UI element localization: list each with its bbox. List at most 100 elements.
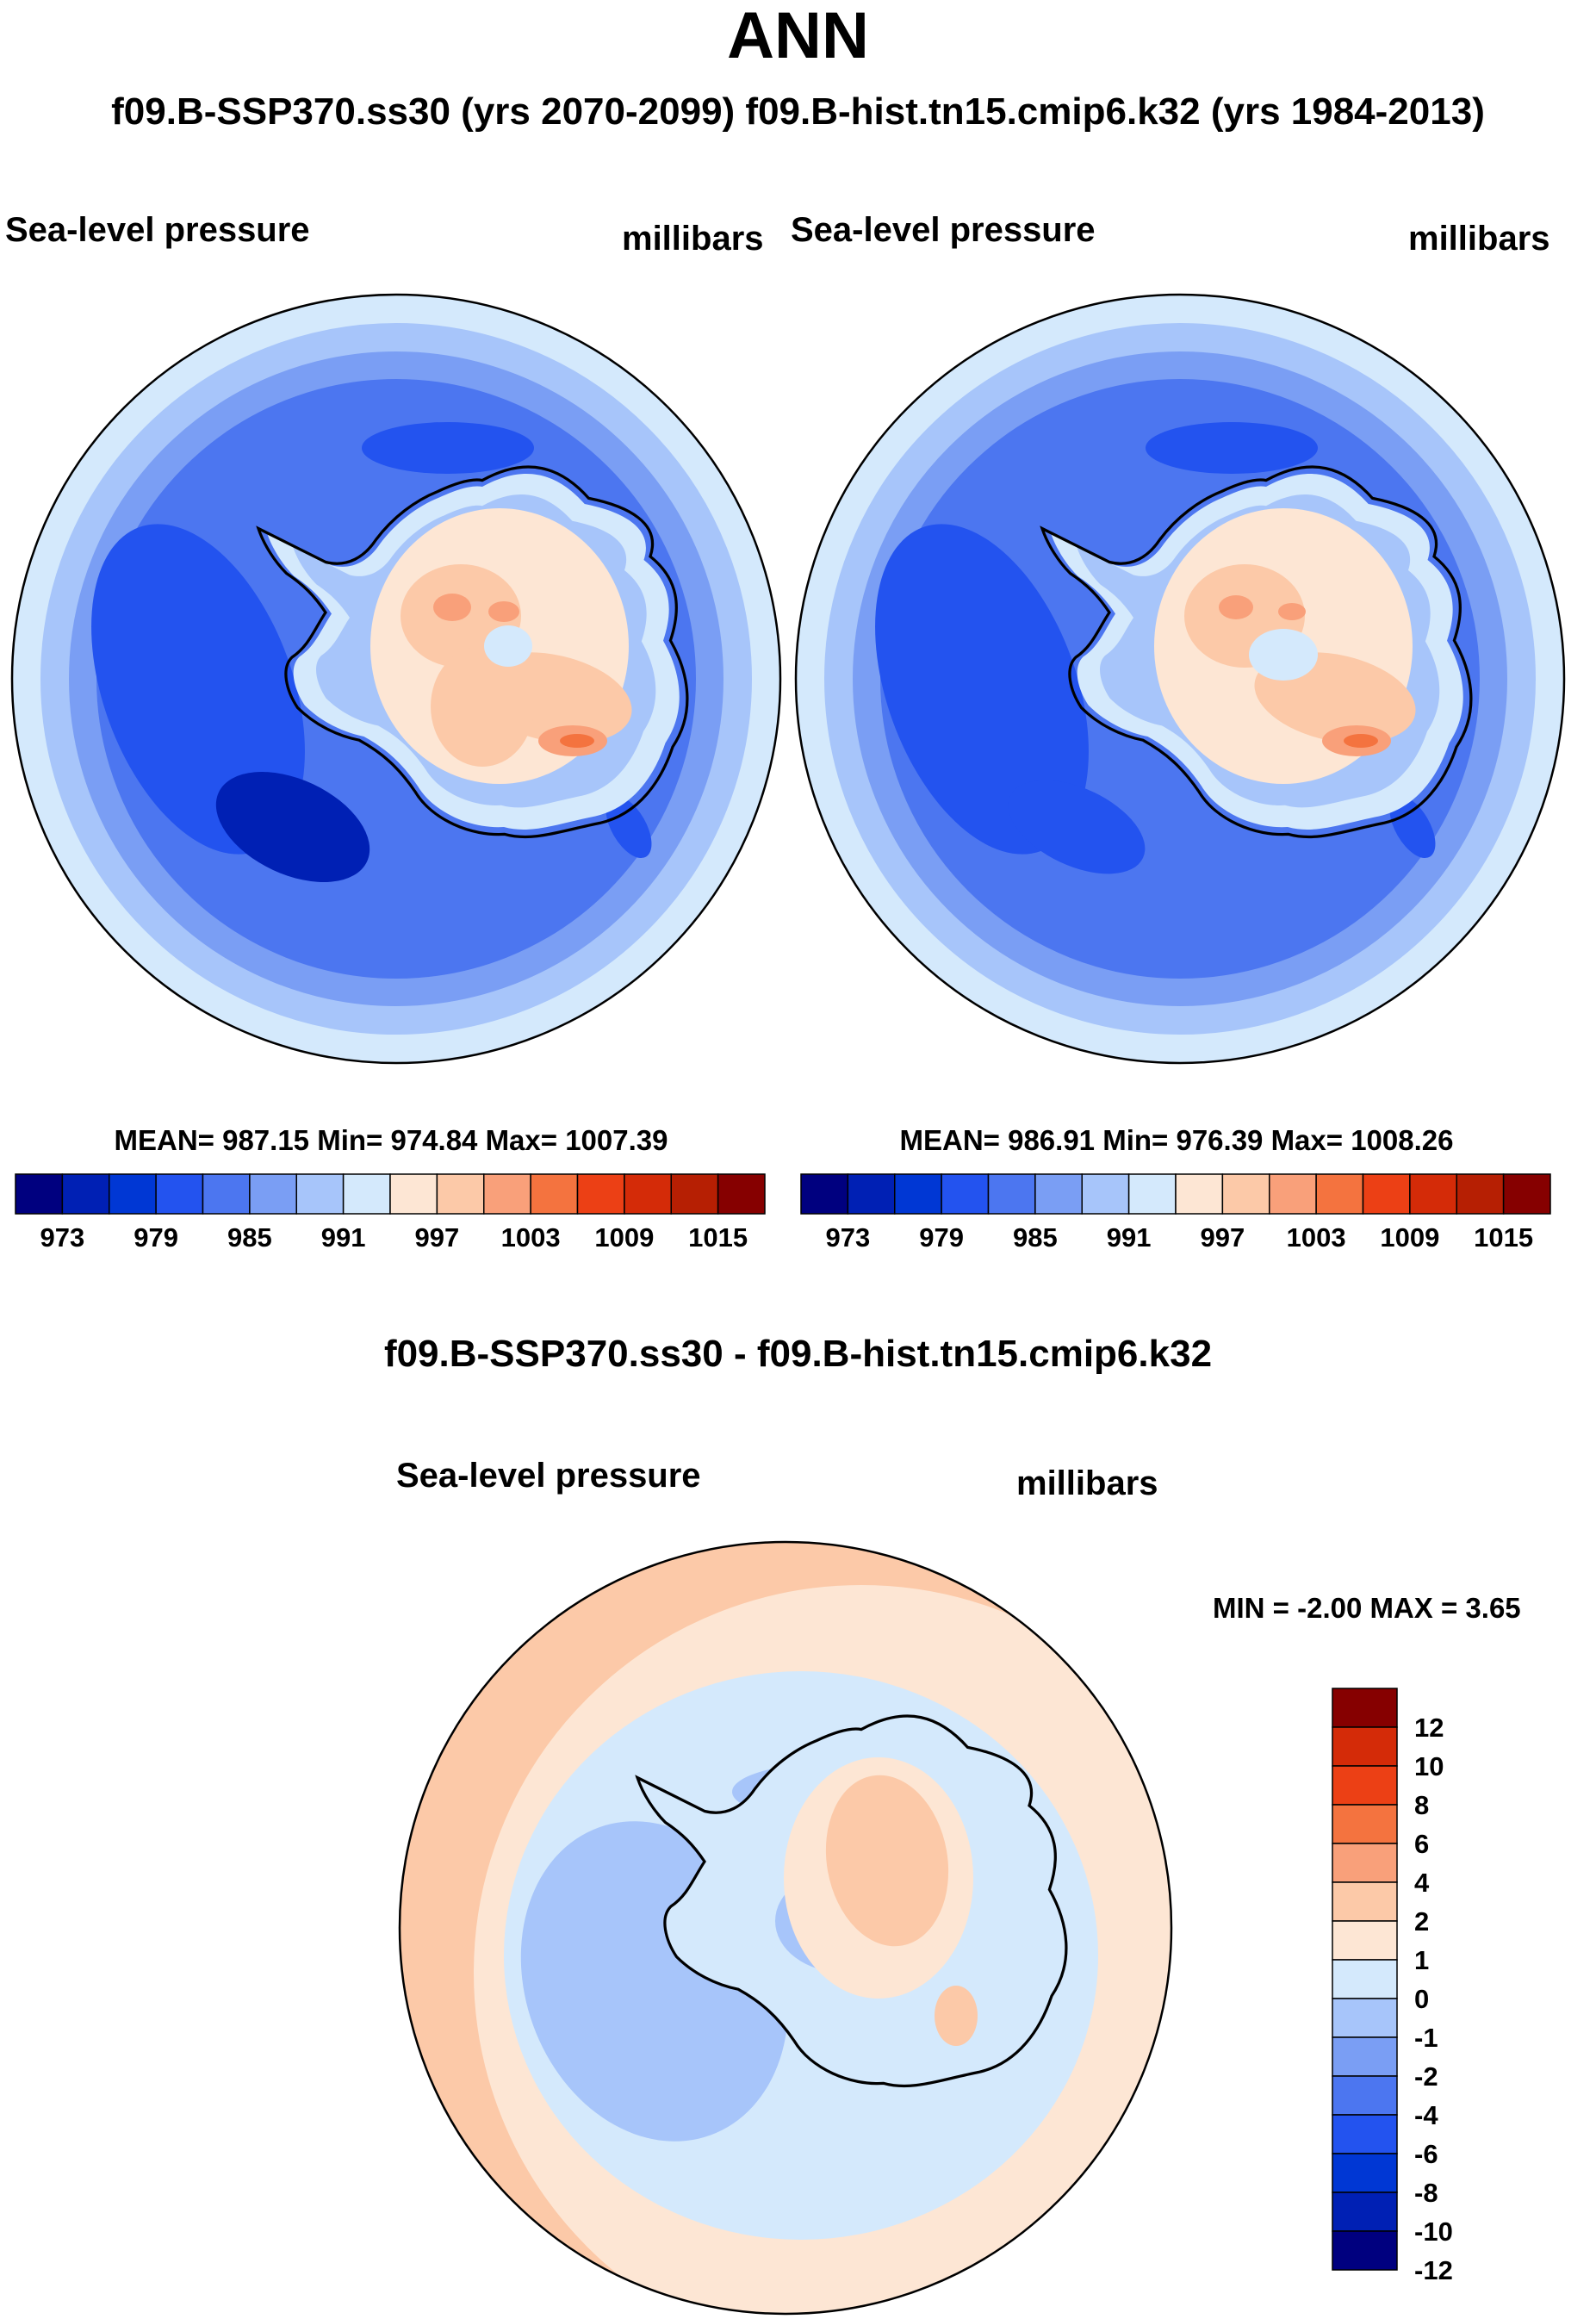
diff-colorbar-tick-label: 2	[1414, 1906, 1430, 1937]
panel2-variable-label: Sea-level pressure	[791, 211, 1096, 249]
panel1-colorbar-swatch	[61, 1173, 110, 1215]
panel1-colorbar-swatch	[109, 1173, 157, 1215]
panel1-colorbar	[15, 1173, 766, 1215]
panel1-colorbar-tick-label: 1015	[688, 1222, 748, 1253]
diff-colorbar-swatch	[1332, 2114, 1398, 2154]
panel1-colorbar-swatch	[530, 1173, 579, 1215]
diff-colorbar-swatch	[1332, 1765, 1398, 1806]
panel2-antarctica	[1040, 465, 1473, 839]
panel1-colorbar-tick-label: 979	[134, 1222, 178, 1253]
panel2-colorbar-swatch	[1409, 1173, 1457, 1215]
diff-colorbar-swatch	[1332, 1920, 1398, 1961]
panel1-colorbar-swatch	[717, 1173, 766, 1215]
diff-colorbar-tick-label: 10	[1414, 1751, 1444, 1781]
panel1-band-994	[12, 295, 780, 1063]
panel1-colorbar-swatch	[155, 1173, 204, 1215]
panel2-colorbar-swatch	[894, 1173, 942, 1215]
panel2-colorbar-tick-label: 985	[1013, 1222, 1058, 1253]
diff-units-label: millibars	[1016, 1464, 1158, 1502]
diff-stats: MIN = -2.00 MAX = 3.65	[1213, 1592, 1521, 1624]
diff-colorbar-tick-label: -6	[1414, 2139, 1438, 2169]
panel1-low-north	[362, 422, 534, 474]
diff-colorbar-swatch	[1332, 2230, 1398, 2271]
panel1-colorbar-swatch	[624, 1173, 672, 1215]
panel1-colorbar-swatch	[202, 1173, 251, 1215]
panel1-colorbar-swatch	[249, 1173, 297, 1215]
panel1-colorbar-swatch	[576, 1173, 625, 1215]
panel2-colorbar-tick-label: 973	[825, 1222, 871, 1253]
panel2-colorbar-swatch	[1221, 1173, 1270, 1215]
panel1-units-label: millibars	[622, 220, 764, 258]
panel2-colorbar-swatch	[1127, 1173, 1177, 1215]
diff-colorbar-swatch	[1332, 1688, 1398, 1728]
diff-colorbar-swatch	[1332, 2075, 1398, 2116]
panel1-variable-label: Sea-level pressure	[5, 211, 310, 249]
page-subtitle: f09.B-SSP370.ss30 (yrs 2070-2099) f09.B-…	[111, 90, 1485, 133]
panel2-colorbar-tick-label: 1015	[1474, 1222, 1534, 1253]
diff-colorbar-tick-label: 12	[1414, 1713, 1444, 1743]
panel2-colorbar-swatch	[1456, 1173, 1505, 1215]
diff-colorbar-tick-label: -12	[1414, 2255, 1453, 2285]
panel1-colorbar-swatch	[15, 1173, 64, 1215]
panel1-colorbar-swatch	[670, 1173, 719, 1215]
diff-colorbar-swatch	[1332, 1959, 1398, 1999]
panel2-colorbar-tick-label: 1003	[1286, 1222, 1346, 1253]
panel2-band-991	[824, 323, 1536, 1035]
panel2-colorbar-swatch	[800, 1173, 849, 1215]
panel2-colorbar-tick-label: 991	[1106, 1222, 1152, 1253]
panel1-band-988	[69, 351, 723, 1006]
panel2-low-core	[1008, 780, 1146, 874]
panel2-colorbar-swatch	[1081, 1173, 1130, 1215]
panel2-band-988	[853, 351, 1507, 1006]
panel1-antarctica	[257, 465, 689, 839]
page-title: ANN	[727, 0, 869, 72]
diff-colorbar-tick-label: -2	[1414, 2061, 1438, 2092]
panel2-colorbar-swatch	[1315, 1173, 1364, 1215]
panel1-colorbar-tick-label: 1009	[594, 1222, 655, 1253]
panel1-colorbar-swatch	[483, 1173, 531, 1215]
diff-colorbar-swatch	[1332, 1881, 1398, 1922]
diff-colorbar-tick-label: -10	[1414, 2216, 1453, 2247]
diff-colorbar-swatch	[1332, 1804, 1398, 1844]
panel1-map-border	[10, 293, 782, 1065]
diff-colorbar-tick-label: -1	[1414, 2023, 1438, 2053]
panel2-colorbar-swatch	[1362, 1173, 1411, 1215]
diff-antarctica	[636, 1714, 1068, 2088]
panel1-colorbar-tick-label: 973	[40, 1222, 85, 1253]
panel1-colorbar-swatch	[295, 1173, 345, 1215]
diff-map-border	[398, 1540, 1173, 2316]
panel2-colorbar	[800, 1173, 1551, 1215]
panel2-colorbar-swatch	[1502, 1173, 1551, 1215]
panel1-low-west	[91, 524, 305, 855]
diff-colorbar-swatch	[1332, 1843, 1398, 1883]
diff-colorbar-swatch	[1332, 2036, 1398, 2077]
panel2-low-east	[1389, 795, 1436, 859]
panel1-colorbar-swatch	[342, 1173, 391, 1215]
panel2-colorbar-swatch	[987, 1173, 1036, 1215]
diff-colorbar-tick-label: -4	[1414, 2100, 1438, 2130]
panel2-colorbar-swatch	[1034, 1173, 1083, 1215]
diff-panel-title: f09.B-SSP370.ss30 - f09.B-hist.tn15.cmip…	[383, 1333, 1213, 1375]
diff-colorbar-swatch	[1332, 2192, 1398, 2232]
panel2-colorbar-tick-label: 997	[1200, 1222, 1245, 1253]
panel1-band-991	[40, 323, 752, 1035]
panel1-colorbar-tick-label: 985	[227, 1222, 272, 1253]
panel2-colorbar-swatch	[1175, 1173, 1224, 1215]
panel2-colorbar-tick-label: 1009	[1380, 1222, 1440, 1253]
diff-map	[398, 1540, 1173, 2316]
panel2-stats: MEAN= 986.91 Min= 976.39 Max= 1008.26	[899, 1124, 1454, 1156]
panel1-low-east	[605, 795, 652, 859]
diff-band-nw-positive	[400, 1542, 1171, 2314]
panel1-stats: MEAN= 987.15 Min= 974.84 Max= 1007.39	[114, 1124, 668, 1156]
diff-colorbar-tick-label: 1	[1414, 1945, 1430, 1975]
panel2-map-border	[794, 293, 1566, 1065]
panel1-colorbar-swatch	[389, 1173, 438, 1215]
panel1-map	[10, 293, 782, 1065]
diff-variable-label: Sea-level pressure	[396, 1457, 701, 1495]
panel1-colorbar-tick-label: 991	[320, 1222, 366, 1253]
panel2-low-west	[875, 524, 1089, 855]
diff-colorbar-swatch	[1332, 1998, 1398, 2038]
panel1-colorbar-swatch	[436, 1173, 485, 1215]
panel2-map	[794, 293, 1566, 1065]
